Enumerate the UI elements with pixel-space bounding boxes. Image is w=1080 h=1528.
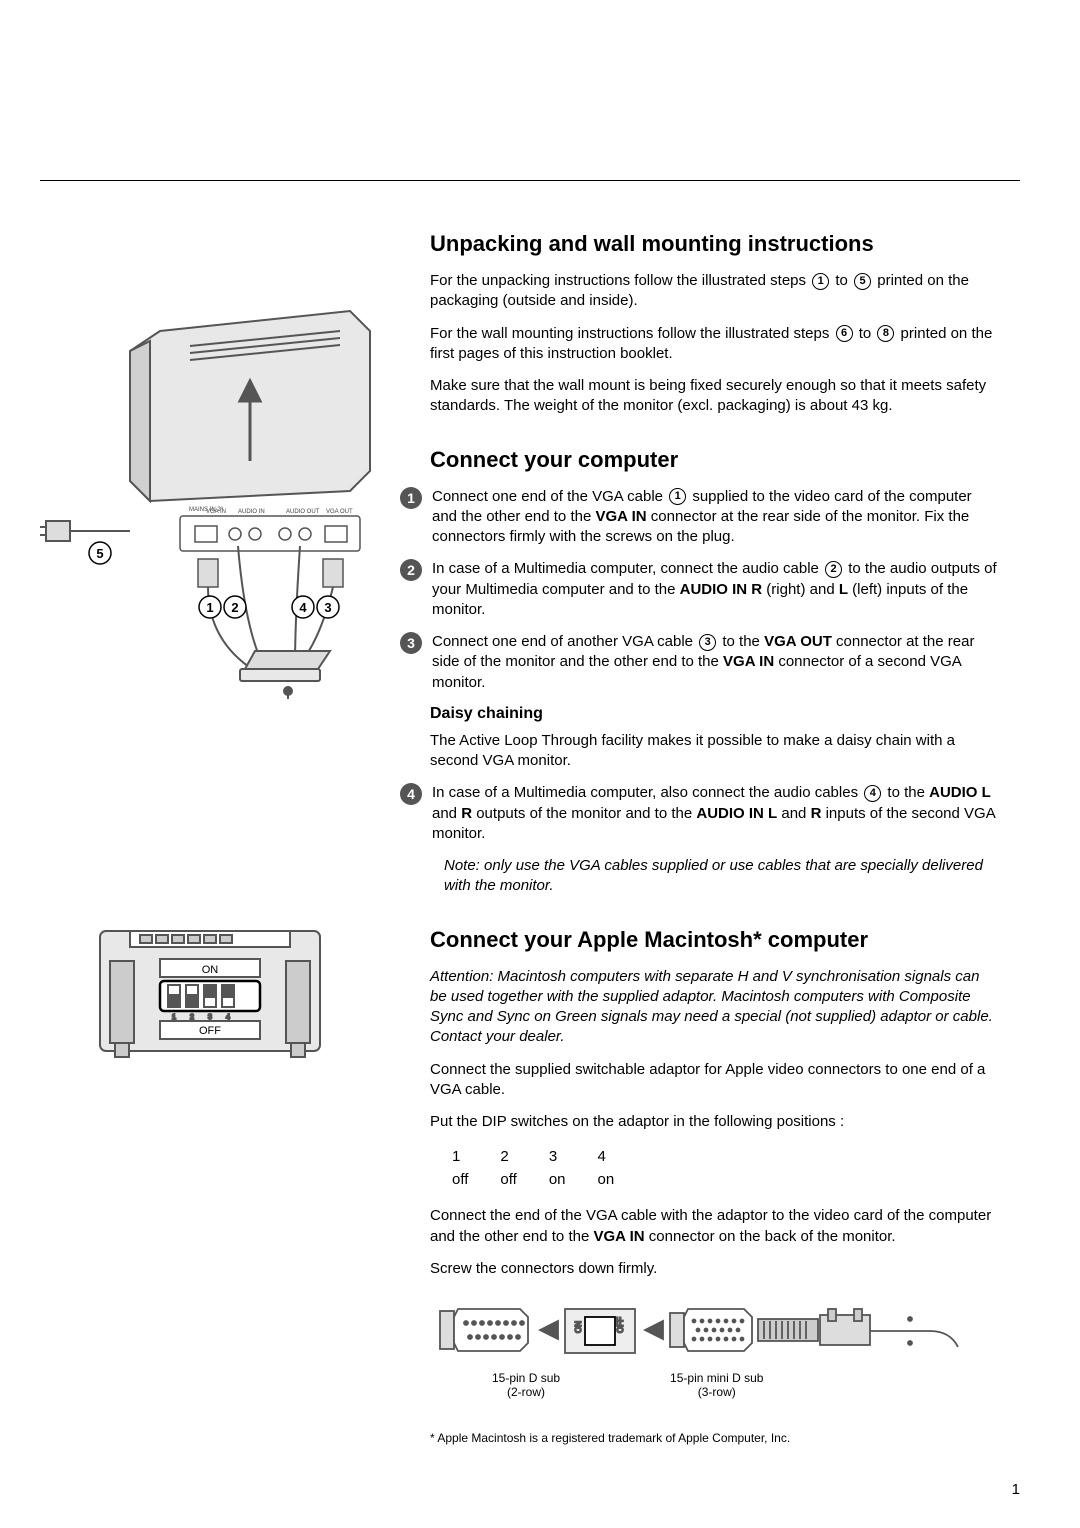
svg-text:ON: ON <box>574 1321 583 1333</box>
circled-1: 1 <box>812 273 829 290</box>
text: to <box>855 325 876 342</box>
mac-para3: Connect the end of the VGA cable with th… <box>430 1206 1000 1247</box>
mac-attention: Attention: Macintosh computers with sepa… <box>430 967 1000 1048</box>
text: to the <box>718 633 764 650</box>
horizontal-rule <box>40 180 1020 181</box>
text: and <box>777 805 810 822</box>
text: outputs of the monitor and to the <box>472 805 696 822</box>
dip-off-label: OFF <box>199 1025 221 1037</box>
mac-para4: Screw the connectors down firmly. <box>430 1259 1000 1279</box>
dip-value-4: on <box>598 1169 645 1190</box>
text: For the wall mounting instructions follo… <box>430 325 834 342</box>
step-number-2: 2 <box>400 559 422 581</box>
svg-text:4: 4 <box>226 1014 230 1021</box>
text: 15-pin mini D sub <box>670 1371 763 1385</box>
computer-title: Connect your computer <box>430 447 1000 473</box>
connector-1-label: 15-pin D sub (2-row) <box>492 1371 560 1400</box>
dip-value-1: off <box>452 1169 498 1190</box>
text: (3-row) <box>698 1385 736 1399</box>
step-2-text: In case of a Multimedia computer, connec… <box>432 559 1000 620</box>
circled-4: 4 <box>864 785 881 802</box>
mac-para2: Put the DIP switches on the adaptor in t… <box>430 1112 1000 1132</box>
table-row: off off on on <box>452 1169 644 1190</box>
dip-header-2: 2 <box>500 1146 546 1167</box>
dip-header-3: 3 <box>549 1146 596 1167</box>
audio-in-r-label: AUDIO IN R <box>680 581 763 598</box>
text: In case of a Multimedia computer, also c… <box>432 784 862 801</box>
audio-in-l-label: AUDIO IN L <box>696 805 777 822</box>
dip-value-3: on <box>549 1169 596 1190</box>
circled-5: 5 <box>854 273 871 290</box>
step-number-1: 1 <box>400 487 422 509</box>
svg-text:AUDIO OUT: AUDIO OUT <box>286 509 320 515</box>
svg-text:OFF: OFF <box>616 1317 625 1333</box>
circled-3: 3 <box>699 634 716 651</box>
diagram-label-5: 5 <box>96 546 103 561</box>
text: to <box>831 272 852 289</box>
circled-6: 6 <box>836 325 853 342</box>
unpacking-para2: For the wall mounting instructions follo… <box>430 324 1000 365</box>
step-number-3: 3 <box>400 632 422 654</box>
dip-header-4: 4 <box>598 1146 645 1167</box>
text: Connect one end of the VGA cable <box>432 488 667 505</box>
step-3-text: Connect one end of another VGA cable 3 t… <box>432 632 1000 693</box>
audio-l-label: AUDIO L <box>929 784 991 801</box>
step-1-text: Connect one end of the VGA cable 1 suppl… <box>432 487 1000 548</box>
dip-switch-diagram: 1 2 3 4 ON OFF <box>80 921 340 1061</box>
svg-text:AUDIO IN: AUDIO IN <box>238 509 265 515</box>
vga-in-label: VGA IN <box>723 653 774 670</box>
text: to the <box>883 784 929 801</box>
diagram-label-2: 2 <box>231 600 238 615</box>
text: (right) and <box>762 581 839 598</box>
circled-1: 1 <box>669 488 686 505</box>
daisy-chaining-text: The Active Loop Through facility makes i… <box>430 731 1000 772</box>
dip-on-label: ON <box>202 964 219 976</box>
diagram-label-1: 1 <box>206 600 213 615</box>
connector-diagram: ON OFF <box>430 1291 1000 1400</box>
table-row: 1 2 3 4 <box>452 1146 644 1167</box>
dip-header-1: 1 <box>452 1146 498 1167</box>
text: (2-row) <box>507 1385 545 1399</box>
audio-r-label: R <box>811 805 822 822</box>
vga-cable-note: Note: only use the VGA cables supplied o… <box>430 856 1000 897</box>
unpacking-title: Unpacking and wall mounting instructions <box>430 231 1000 257</box>
step-4-text: In case of a Multimedia computer, also c… <box>432 783 1000 844</box>
circled-8: 8 <box>877 325 894 342</box>
vga-out-label: VGA OUT <box>764 633 832 650</box>
vga-in-label: VGA IN <box>595 508 646 525</box>
step-number-4: 4 <box>400 783 422 805</box>
footnote: * Apple Macintosh is a registered tradem… <box>430 1430 1000 1446</box>
unpacking-para1: For the unpacking instructions follow th… <box>430 271 1000 312</box>
vga-in-label: VGA IN <box>593 1228 644 1245</box>
daisy-chaining-title: Daisy chaining <box>430 705 1000 723</box>
text: In case of a Multimedia computer, connec… <box>432 560 823 577</box>
dip-value-2: off <box>500 1169 546 1190</box>
diagram-label-4: 4 <box>299 600 307 615</box>
text: and <box>432 805 461 822</box>
connector-2-label: 15-pin mini D sub (3-row) <box>670 1371 763 1400</box>
left-diagram-column: 5 1 2 4 3 VGA IN AUDIO IN AUDIO OUT VGA … <box>40 231 400 1458</box>
mac-para1: Connect the supplied switchable adaptor … <box>430 1060 1000 1101</box>
svg-text:2: 2 <box>190 1014 194 1021</box>
diagram-label-3: 3 <box>324 600 331 615</box>
text: connector on the back of the monitor. <box>645 1228 896 1245</box>
svg-text:MAINS IN 2º: MAINS IN 2º <box>189 506 224 513</box>
text: For the unpacking instructions follow th… <box>430 272 810 289</box>
circled-2: 2 <box>825 561 842 578</box>
svg-text:1: 1 <box>172 1014 176 1021</box>
dip-switch-table: 1 2 3 4 off off on on <box>450 1144 646 1192</box>
monitor-connection-diagram: 5 1 2 4 3 VGA IN AUDIO IN AUDIO OUT VGA … <box>40 291 400 711</box>
text: Connect one end of another VGA cable <box>432 633 697 650</box>
svg-text:3: 3 <box>208 1014 212 1021</box>
text: 15-pin D sub <box>492 1371 560 1385</box>
page-number: 1 <box>1012 1481 1020 1498</box>
mac-title: Connect your Apple Macintosh* computer <box>430 927 1000 953</box>
svg-text:VGA OUT: VGA OUT <box>326 509 353 515</box>
audio-r-label: R <box>461 805 472 822</box>
unpacking-para3: Make sure that the wall mount is being f… <box>430 376 1000 417</box>
audio-l-label: L <box>839 581 848 598</box>
